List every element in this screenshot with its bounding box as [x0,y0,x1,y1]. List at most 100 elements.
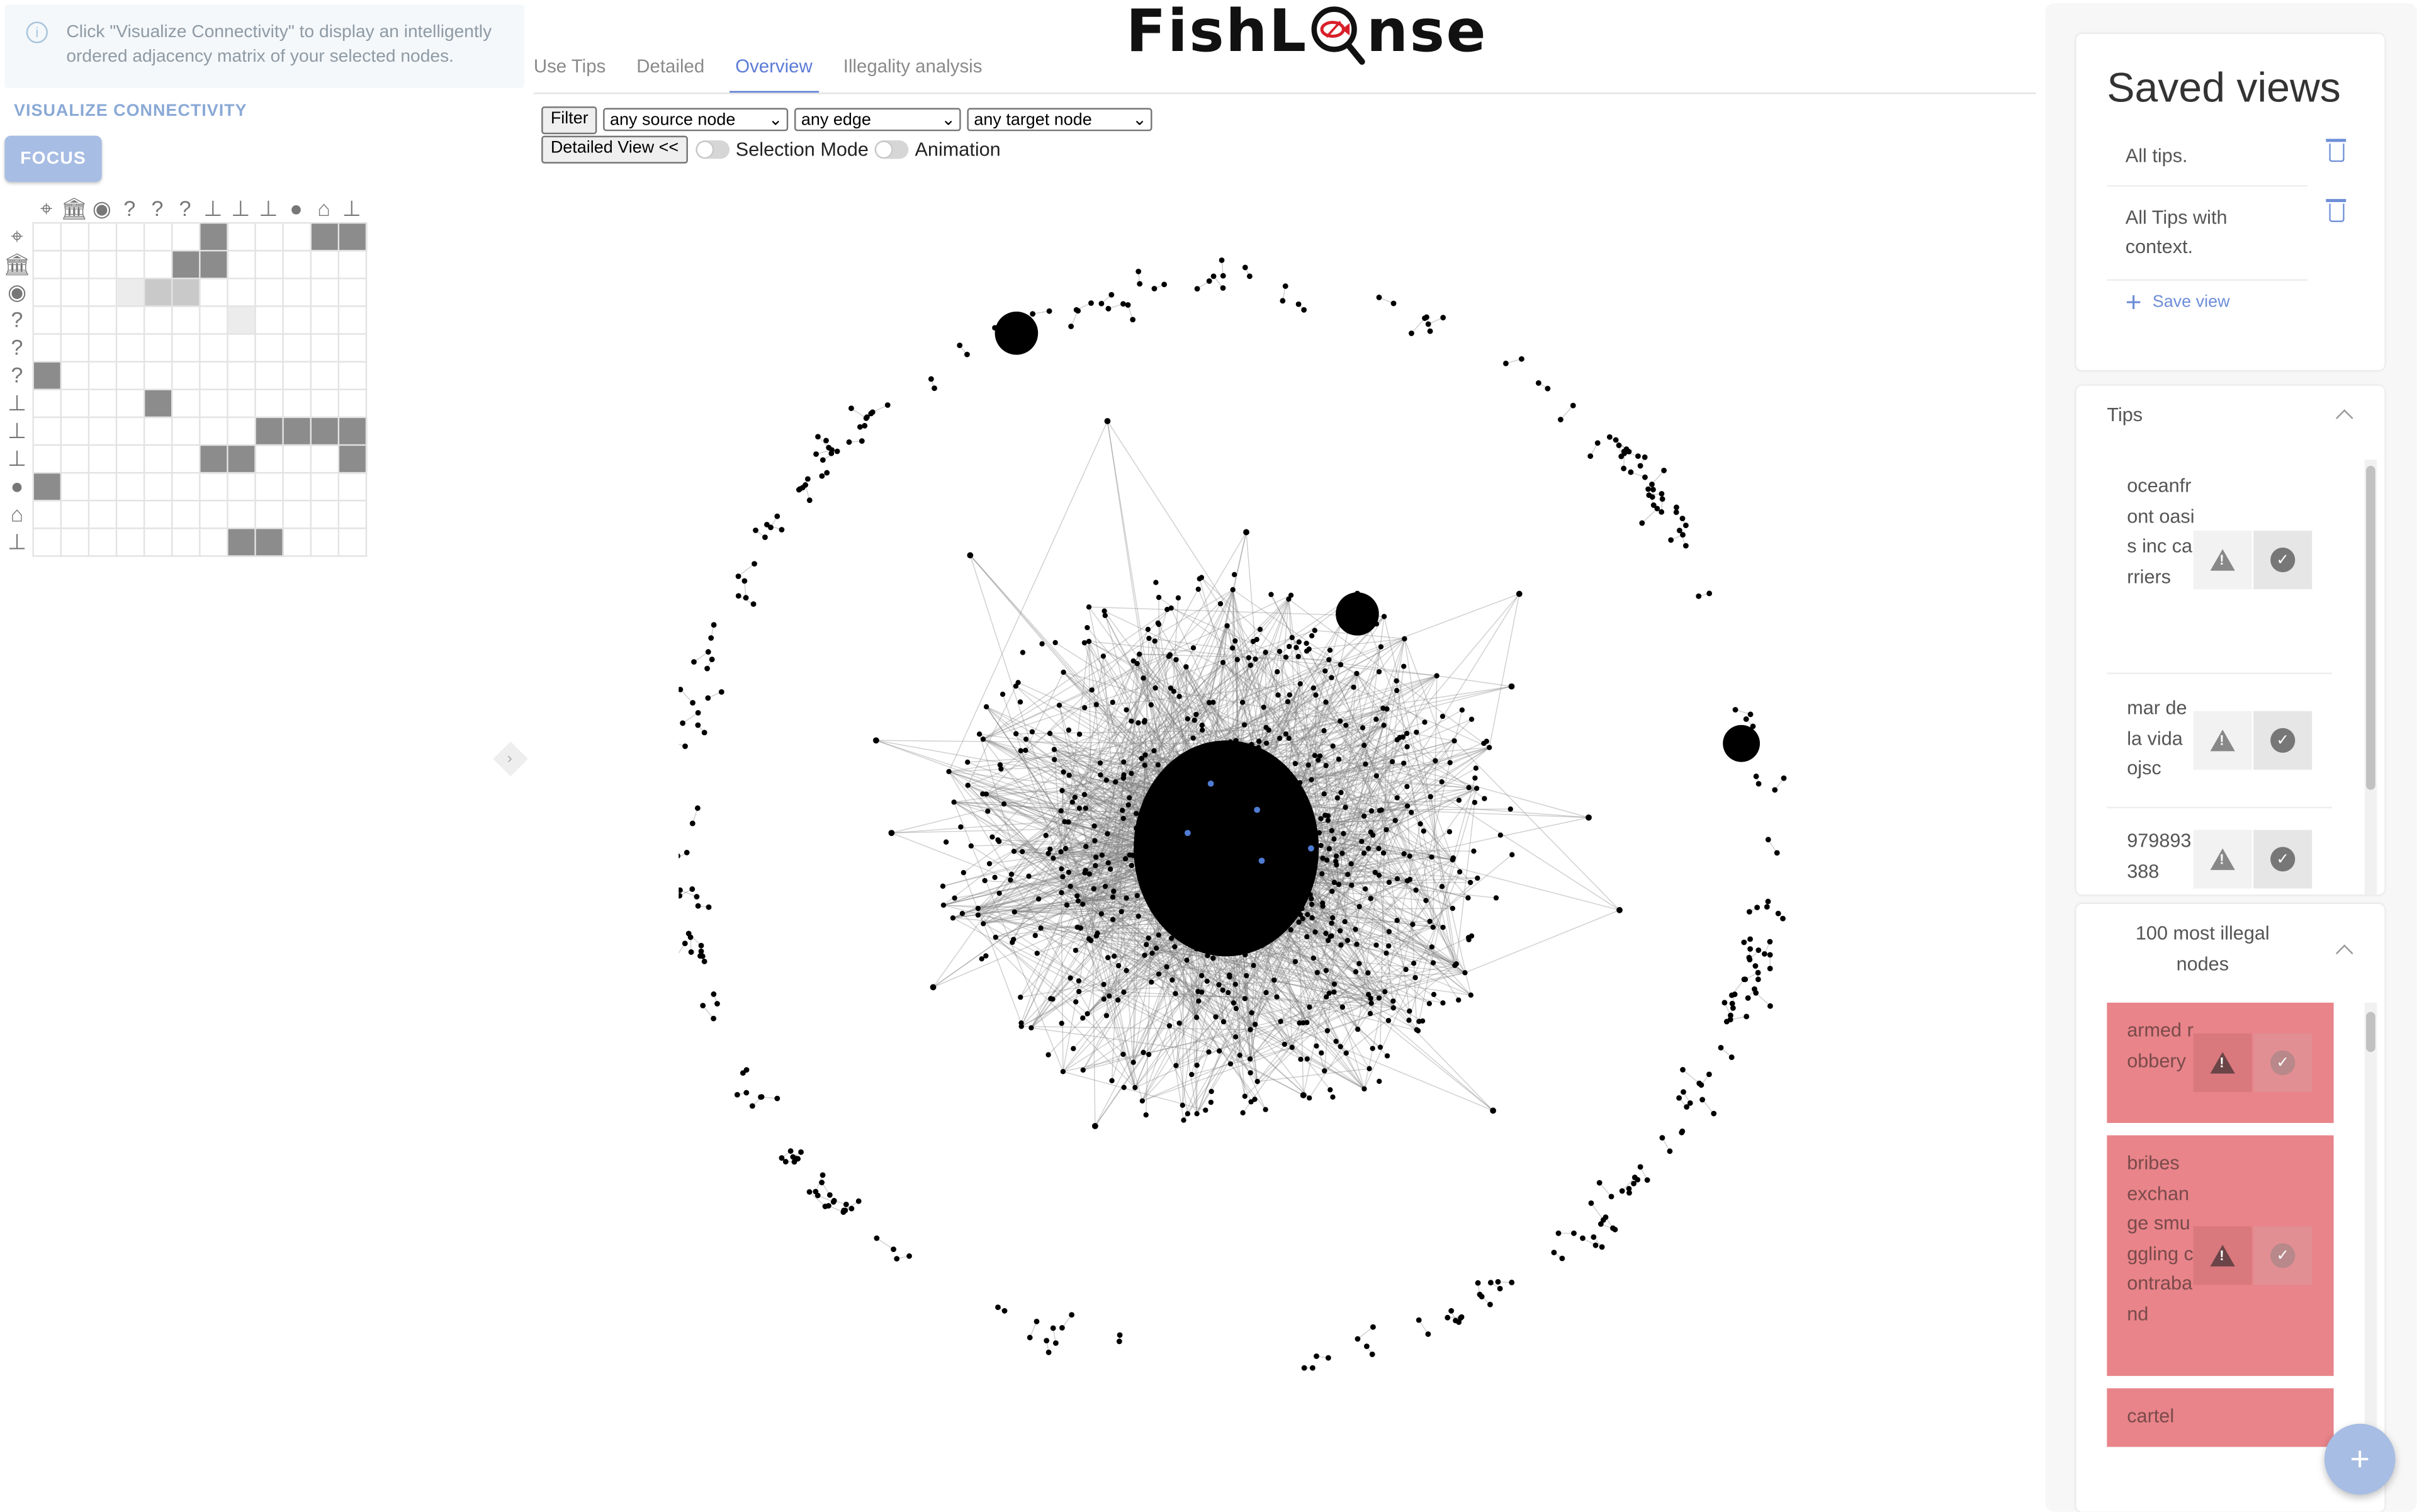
graph-node[interactable] [1321,728,1326,733]
graph-node[interactable] [1387,929,1392,934]
matrix-cell[interactable] [89,501,117,529]
matrix-cell[interactable] [256,307,284,335]
graph-node[interactable] [1428,794,1433,799]
graph-node[interactable] [1170,858,1175,863]
graph-node[interactable] [965,760,970,765]
graph-node[interactable] [1394,795,1399,800]
graph-node[interactable] [1466,785,1471,790]
graph-node[interactable] [1638,463,1643,469]
graph-node[interactable] [1308,892,1313,897]
graph-node[interactable] [699,943,704,949]
graph-node[interactable] [1020,650,1025,655]
graph-node[interactable] [1169,935,1174,940]
graph-node[interactable] [1234,944,1239,949]
graph-node[interactable] [1781,776,1787,781]
matrix-cell[interactable] [62,279,89,307]
matrix-cell[interactable] [339,279,367,307]
graph-node[interactable] [1591,1234,1596,1240]
graph-node[interactable] [1342,919,1347,924]
graph-node[interactable] [1105,418,1111,424]
graph-node[interactable] [1063,846,1068,851]
filter-button[interactable]: Filter [541,106,597,133]
graph-node[interactable] [1053,1340,1059,1346]
graph-node[interactable] [1197,576,1202,581]
graph-node[interactable] [1363,762,1368,767]
focus-button[interactable]: FOCUS [4,136,101,183]
graph-node[interactable] [1170,907,1175,912]
graph-node[interactable] [1180,1103,1185,1108]
graph-node[interactable] [1249,1010,1254,1015]
graph-node[interactable] [679,888,683,893]
graph-node[interactable] [1239,821,1244,826]
matrix-cell[interactable] [312,363,339,390]
graph-node[interactable] [1194,1015,1199,1020]
graph-node[interactable] [1117,1332,1123,1338]
graph-node[interactable] [1412,975,1417,980]
graph-node[interactable] [1404,744,1409,749]
graph-node[interactable] [1370,1351,1375,1357]
graph-node[interactable] [1104,777,1109,782]
matrix-cell[interactable] [201,335,228,363]
graph-node[interactable] [1034,1319,1040,1324]
graph-node[interactable] [1353,969,1358,974]
graph-node[interactable] [711,991,716,997]
graph-node[interactable] [1338,942,1343,947]
matrix-cell[interactable] [339,335,367,363]
matrix-cell[interactable] [62,390,89,418]
graph-node[interactable] [736,573,741,579]
graph-node[interactable] [1232,572,1237,577]
graph-node[interactable] [1324,995,1329,1000]
graph-node[interactable] [1329,920,1334,925]
matrix-cell[interactable] [256,418,284,446]
graph-cluster[interactable] [1336,592,1379,636]
graph-node[interactable] [1197,822,1202,827]
graph-node[interactable] [1236,938,1241,943]
matrix-cell[interactable] [312,251,339,279]
graph-node[interactable] [1153,685,1158,691]
matrix-cell[interactable] [34,363,62,390]
graph-node[interactable] [1336,757,1341,762]
graph-node[interactable] [689,886,695,892]
graph-node[interactable] [689,949,694,955]
matrix-cell[interactable] [201,390,228,418]
graph-node[interactable] [1191,645,1196,650]
matrix-cell[interactable] [89,363,117,390]
graph-node[interactable] [1322,791,1327,796]
matrix-cell[interactable] [145,279,172,307]
graph-node[interactable] [1742,976,1747,982]
graph-node[interactable] [1238,781,1243,786]
graph-node[interactable] [1659,509,1664,515]
graph-node[interactable] [1185,1111,1190,1116]
matrix-cell[interactable] [284,307,312,335]
graph-node[interactable] [1204,910,1209,915]
matrix-cell[interactable] [34,473,62,501]
graph-node[interactable] [764,522,770,528]
graph-node[interactable] [1023,748,1028,753]
graph-node[interactable] [848,405,854,411]
graph-node[interactable] [1206,1049,1211,1054]
matrix-cell[interactable] [117,223,145,251]
graph-node[interactable] [1094,702,1099,707]
graph-node[interactable] [1638,1164,1643,1170]
graph-node[interactable] [1120,1052,1125,1057]
graph-node[interactable] [1124,968,1129,973]
graph-node[interactable] [1194,1063,1199,1068]
graph-node[interactable] [1257,927,1262,932]
graph-node[interactable] [1142,763,1147,768]
graph-node[interactable] [1252,888,1257,893]
graph-node[interactable] [1111,889,1116,894]
graph-node[interactable] [1280,893,1285,898]
graph-node[interactable] [1475,876,1480,881]
graph-node[interactable] [957,342,962,348]
animation-toggle[interactable] [875,140,909,158]
graph-node[interactable] [1275,768,1280,773]
graph-node[interactable] [819,473,825,479]
graph-node[interactable] [1304,874,1309,879]
graph-node[interactable] [1440,1000,1445,1005]
graph-node[interactable] [1092,1123,1098,1129]
graph-node[interactable] [1077,731,1082,736]
graph-node[interactable] [1217,1048,1222,1053]
graph-node[interactable] [743,1090,749,1096]
matrix-cell[interactable] [145,446,172,473]
graph-node[interactable] [1394,688,1399,693]
